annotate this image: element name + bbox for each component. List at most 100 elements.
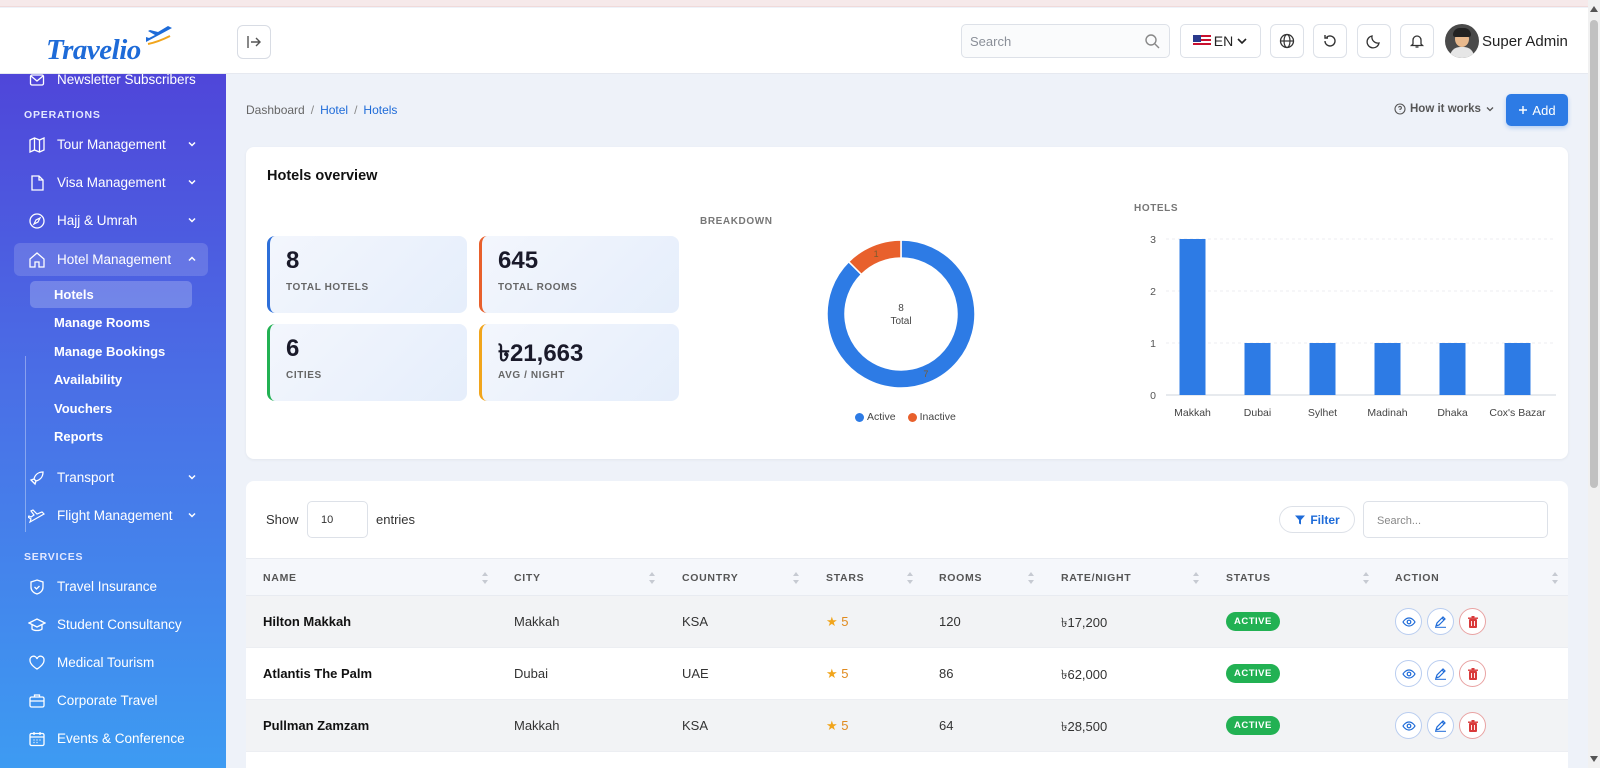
view-button[interactable] bbox=[1395, 712, 1422, 739]
legend-label: Active bbox=[867, 411, 896, 423]
sidebar-item-travel-insurance[interactable]: Travel Insurance bbox=[14, 570, 208, 603]
status-badge: ACTIVE bbox=[1226, 716, 1280, 735]
travelio-logo[interactable]: Travelio bbox=[46, 20, 176, 68]
donut-slice-inactive[interactable] bbox=[847, 239, 902, 276]
sidebar-item-tour-management[interactable]: Tour Management bbox=[14, 128, 208, 161]
sort-icon[interactable] bbox=[907, 571, 913, 585]
bar-madinah[interactable] bbox=[1374, 343, 1401, 395]
cell-stars: 5 bbox=[841, 666, 849, 681]
bar-dhaka[interactable] bbox=[1439, 343, 1466, 395]
column-header-stars[interactable]: STARS bbox=[826, 572, 865, 584]
hotels-chart-label: HOTELS bbox=[1134, 203, 1179, 214]
scroll-up-arrow-icon[interactable] bbox=[1590, 6, 1598, 12]
bar-dubai[interactable] bbox=[1244, 343, 1271, 395]
sidebar-item-student-consultancy[interactable]: Student Consultancy bbox=[14, 608, 208, 641]
bar-sylhet[interactable] bbox=[1309, 343, 1336, 395]
sort-icon[interactable] bbox=[482, 571, 488, 585]
sort-icon[interactable] bbox=[649, 571, 655, 585]
donut-center-value: 8 bbox=[898, 303, 904, 314]
sidebar-item-label: Visa Management bbox=[57, 175, 166, 190]
sidebar-subitem-availability[interactable]: Availability bbox=[54, 372, 123, 387]
filter-button[interactable]: Filter bbox=[1279, 506, 1355, 533]
help-circle-icon bbox=[1394, 103, 1406, 115]
sidebar-toggle-button[interactable] bbox=[237, 25, 271, 59]
column-header-rate[interactable]: RATE/NIGHT bbox=[1061, 572, 1132, 584]
sort-icon[interactable] bbox=[1028, 571, 1034, 585]
globe-button[interactable] bbox=[1270, 24, 1304, 58]
entries-select[interactable]: 10 bbox=[307, 501, 368, 538]
notifications-button[interactable] bbox=[1400, 24, 1434, 58]
bar-makkah[interactable] bbox=[1179, 239, 1206, 395]
how-it-works-button[interactable]: How it works bbox=[1394, 103, 1495, 115]
page-scrollbar[interactable] bbox=[1588, 0, 1600, 768]
header-search-input[interactable] bbox=[962, 25, 1132, 57]
sidebar-item-events-conference[interactable]: Events & Conference bbox=[14, 722, 208, 755]
sidebar-item-hajj-umrah[interactable]: Hajj & Umrah bbox=[14, 204, 208, 237]
overview-title: Hotels overview bbox=[267, 168, 378, 184]
sidebar-item-medical-tourism[interactable]: Medical Tourism bbox=[14, 646, 208, 679]
submenu-guide-line bbox=[25, 356, 26, 532]
language-select[interactable]: EN bbox=[1180, 24, 1261, 58]
heart-icon bbox=[28, 654, 46, 672]
delete-button[interactable] bbox=[1459, 660, 1486, 687]
hotels-table-card: Show 10 entries Filter Search... NAME CI… bbox=[246, 481, 1568, 768]
cell-country: KSA bbox=[682, 718, 709, 733]
stat-label: TOTAL ROOMS bbox=[498, 282, 578, 293]
sidebar-subitem-manage-rooms[interactable]: Manage Rooms bbox=[54, 315, 151, 330]
stat-avg-night: ৳21,663 AVG / NIGHT bbox=[479, 324, 679, 401]
bar-cox-s-bazar[interactable] bbox=[1504, 343, 1531, 395]
us-flag-icon bbox=[1192, 35, 1211, 47]
sort-icon[interactable] bbox=[1193, 571, 1199, 585]
cell-city: Makkah bbox=[514, 718, 560, 733]
donut-slice-active[interactable] bbox=[826, 239, 976, 389]
edit-button[interactable] bbox=[1427, 660, 1454, 687]
cell-city: Makkah bbox=[514, 614, 560, 629]
sidebar-item-hotel-management[interactable]: Hotel Management bbox=[14, 243, 208, 276]
chevron-down-icon bbox=[1237, 38, 1247, 45]
column-header-name[interactable]: NAME bbox=[263, 572, 297, 584]
column-header-country[interactable]: COUNTRY bbox=[682, 572, 739, 584]
show-label: Show bbox=[266, 512, 299, 527]
sort-icon[interactable] bbox=[793, 571, 799, 585]
table-search-input[interactable]: Search... bbox=[1363, 501, 1548, 538]
sidebar-subitem-vouchers[interactable]: Vouchers bbox=[54, 401, 113, 416]
sort-icon[interactable] bbox=[1363, 571, 1369, 585]
breadcrumb-dashboard[interactable]: Dashboard bbox=[246, 103, 305, 117]
sidebar-item-newsletter-subscribers[interactable]: Newsletter Subscribers bbox=[14, 74, 208, 96]
delete-button[interactable] bbox=[1459, 608, 1486, 635]
sidebar-item-label: Student Consultancy bbox=[57, 617, 182, 632]
theme-toggle-button[interactable] bbox=[1357, 24, 1391, 58]
sidebar-subitem-manage-bookings[interactable]: Manage Bookings bbox=[54, 344, 166, 359]
sidebar-item-transport[interactable]: Transport bbox=[14, 461, 208, 494]
edit-button[interactable] bbox=[1427, 712, 1454, 739]
calendar-icon bbox=[28, 730, 46, 748]
column-header-status[interactable]: STATUS bbox=[1226, 572, 1271, 584]
edit-button[interactable] bbox=[1427, 608, 1454, 635]
column-header-city[interactable]: CITY bbox=[514, 572, 541, 584]
edit-icon bbox=[1435, 668, 1446, 680]
sidebar-item-corporate-travel[interactable]: Corporate Travel bbox=[14, 684, 208, 717]
breadcrumb-hotel[interactable]: Hotel bbox=[320, 103, 349, 117]
header-search[interactable] bbox=[961, 24, 1170, 58]
view-button[interactable] bbox=[1395, 660, 1422, 687]
add-hotel-button[interactable]: Add bbox=[1506, 94, 1568, 126]
delete-button[interactable] bbox=[1459, 712, 1486, 739]
top-accent-bar bbox=[0, 0, 1600, 7]
scroll-down-arrow-icon[interactable] bbox=[1590, 756, 1598, 762]
sidebar-item-visa-management[interactable]: Visa Management bbox=[14, 166, 208, 199]
refresh-button[interactable] bbox=[1313, 24, 1347, 58]
cell-country: UAE bbox=[682, 666, 709, 681]
user-avatar[interactable] bbox=[1445, 24, 1479, 58]
sidebar-subitem-hotels[interactable]: Hotels bbox=[30, 281, 192, 308]
collapse-icon bbox=[247, 36, 261, 48]
sidebar-item-flight-management[interactable]: Flight Management bbox=[14, 499, 208, 532]
user-name[interactable]: Super Admin bbox=[1482, 33, 1568, 50]
cell-rooms: 120 bbox=[939, 614, 961, 629]
x-tick-label: Cox's Bazar bbox=[1489, 407, 1546, 419]
sort-icon[interactable] bbox=[1552, 571, 1558, 585]
scrollbar-thumb[interactable] bbox=[1590, 20, 1598, 488]
document-icon bbox=[28, 174, 46, 192]
view-button[interactable] bbox=[1395, 608, 1422, 635]
column-header-rooms[interactable]: ROOMS bbox=[939, 572, 983, 584]
sidebar-subitem-reports[interactable]: Reports bbox=[54, 429, 104, 444]
